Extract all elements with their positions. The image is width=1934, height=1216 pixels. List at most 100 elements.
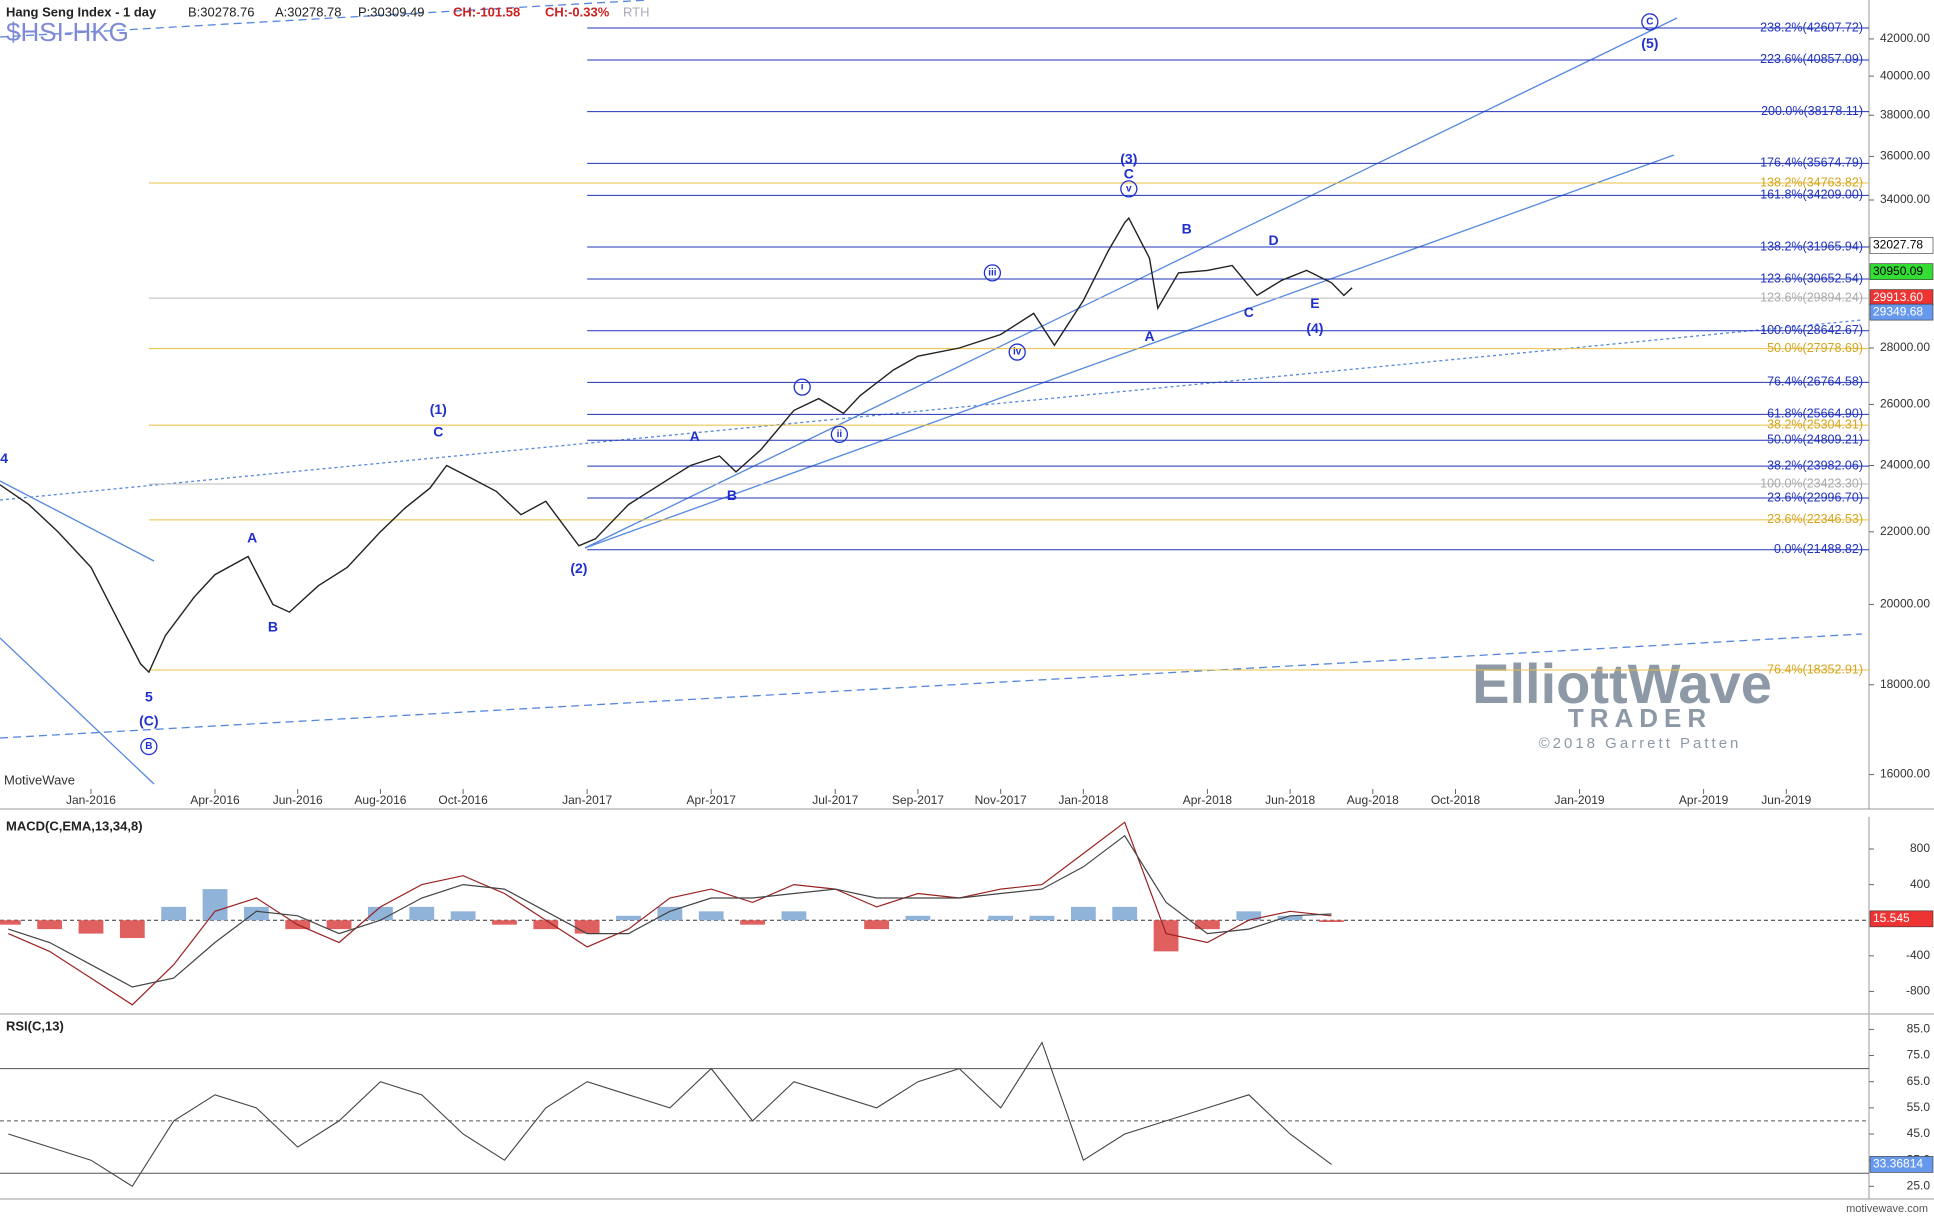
wave-label: (3) [1120,150,1137,166]
y-tick-label: 24000.00 [1880,458,1930,472]
wave-label: 5 [145,688,153,704]
x-tick-label: Aug-2018 [1347,793,1399,807]
histogram-bar [0,920,21,925]
fib-label: 176.4%(35674.79) [1760,156,1863,170]
x-tick-label: Apr-2016 [190,793,240,807]
price-tag-label: 32027.78 [1873,238,1923,252]
wave-label: 4 [0,450,8,466]
histogram-bar [1319,920,1344,923]
footer: MotiveWave [4,772,75,787]
price-tag [1869,237,1934,254]
y-tick-label: 22000.00 [1880,524,1930,538]
price-tag [1869,263,1934,280]
y-tick-label: 38000.00 [1880,107,1930,121]
histogram-bar [1195,920,1220,930]
wave-label: (C) [139,712,158,728]
price-tag-label: 29913.60 [1873,290,1923,304]
wave-label: B [268,618,278,634]
fib-label: 123.6%(30652.54) [1760,271,1863,285]
price-tag [1869,1156,1934,1173]
trend-lines [0,0,1863,785]
histogram-bar [864,920,890,930]
macd-line [8,834,1332,988]
x-tick-label: Jun-2019 [1761,793,1811,807]
fib-label: 38.2%(23982.06) [1767,458,1863,472]
plot [0,821,1869,1006]
histogram-bar [37,920,63,930]
fib-label: 138.2%(34763.82) [1760,175,1863,189]
y-tick-label: 45.0 [1907,1126,1931,1140]
fib-label: 238.2%(42607.72) [1760,20,1863,34]
histogram-bar [78,920,104,934]
y-tick-label: 25.0 [1907,1178,1931,1192]
x-tick-label: Oct-2018 [1431,793,1481,807]
watermark-logo: ElliottWave [1472,652,1772,715]
fib-label: 50.0%(27978.69) [1767,341,1863,355]
price-tag [1869,910,1934,928]
x-tick-label: Jun-2018 [1265,793,1315,807]
x-tick-label: Jan-2017 [562,793,612,807]
x-tick-label: Oct-2016 [438,793,488,807]
x-tick-label: Aug-2016 [354,793,406,807]
x-tick-label: Apr-2018 [1183,793,1233,807]
wave-label: A [247,529,257,545]
wave-circle [1641,13,1659,31]
fib-label: 38.2%(25304.31) [1767,417,1863,431]
fib-label: 23.6%(22996.70) [1767,490,1863,504]
wave-label: i [801,382,804,393]
y-tick-label: 40000.00 [1880,68,1930,82]
wave-label: C [433,424,443,440]
rsi-line [8,1041,1332,1188]
histogram-bar [243,906,269,921]
quote-field: B:30278.76 [188,4,255,19]
histogram-bar [409,906,435,921]
wave-label: C [1124,165,1134,181]
histogram-bar [1236,911,1262,921]
x-tick-label: Jul-2017 [812,793,858,807]
wave-label: C [1646,17,1653,28]
wave-label: E [1310,295,1319,311]
wave-circle [1008,343,1026,361]
histogram-bar [988,915,1014,921]
fib-label: 200.0%(38178.11) [1761,104,1863,118]
fib-label: 161.8%(34209.00) [1760,188,1863,202]
watermark-sub: TRADER [1568,703,1712,733]
histogram-bar [616,915,641,921]
y-tick-label: 26000.00 [1880,397,1930,411]
histogram-bar [492,920,517,925]
wave-label: ii [837,429,843,440]
price-tag [1869,303,1934,321]
trend-line-dashed [0,0,649,38]
wave-label: C [1244,304,1254,320]
histogram-bar [161,906,187,921]
wave-circle [1120,180,1138,198]
histogram-bar [202,889,228,921]
fib-label: 23.6%(22346.53) [1767,512,1863,526]
histogram-bar [1112,906,1138,921]
trend-line [0,637,155,785]
histogram-bar [119,920,145,939]
histogram-bar [368,906,393,921]
wave-label: iii [988,268,997,279]
price-tag-label: 33.36814 [1873,1157,1923,1171]
fib-label: 50.0%(24809.21) [1767,433,1863,447]
wave-label: (5) [1641,35,1658,51]
fib-label: 61.8%(25664.90) [1767,407,1863,421]
histogram-bar [450,911,476,921]
histogram-bar [326,920,352,930]
y-tick-label: 42000.00 [1880,31,1930,45]
wave-circle [140,737,158,756]
y-tick-label: 85.0 [1907,1022,1931,1036]
x-tick-label: Apr-2019 [1679,793,1729,807]
price-tag-label: 29349.68 [1873,304,1923,318]
histogram-bar [574,920,600,934]
wave-label: A [690,428,700,444]
wave-label: A [1144,328,1154,344]
x-tick-label: Jun-2016 [273,793,323,807]
y-tick-label: 16000.00 [1880,767,1930,781]
price-line [0,216,1353,674]
channel-upper [584,17,1678,549]
quote-field: RTH [623,4,649,19]
